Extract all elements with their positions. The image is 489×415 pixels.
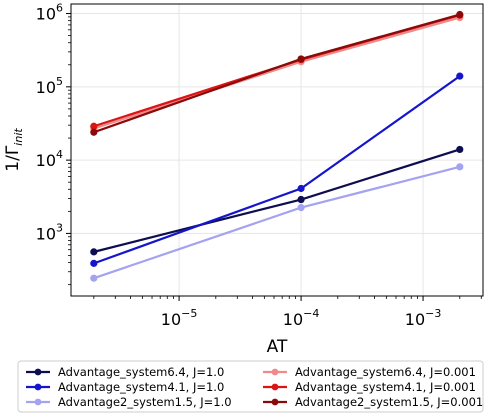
x-tick-exp: −4	[303, 307, 319, 320]
y-tick-base: 10	[36, 224, 56, 243]
legend: Advantage_system6.4, J=1.0 Advantage_syst…	[17, 360, 484, 413]
data-point	[456, 163, 464, 171]
x-ticks: 10−5 10−4 10−3	[93, 296, 482, 329]
legend-swatch-marker	[34, 398, 42, 406]
data-point	[90, 259, 98, 267]
legend-item: Advantage_system6.4, J=0.001	[263, 365, 476, 379]
legend-item: Advantage_system6.4, J=1.0	[26, 365, 224, 379]
legend-item: Advantage_system4.1, J=0.001	[263, 380, 476, 394]
grid	[71, 4, 483, 296]
y-tick-label: 103	[36, 221, 63, 243]
legend-label: Advantage2_system1.5, J=1.0	[58, 395, 232, 409]
legend-item: Advantage2_system1.5, J=0.001	[263, 395, 483, 409]
series-line	[93, 75, 461, 265]
series	[90, 163, 464, 282]
x-tick-label: 10−4	[283, 307, 320, 329]
plot-frame	[70, 3, 484, 297]
legend-swatch-marker	[34, 383, 42, 391]
y-axis-label-main: 1/Γ	[3, 145, 23, 172]
series-line	[93, 165, 461, 280]
legend-item: Advantage2_system1.5, J=1.0	[26, 395, 232, 409]
x-tick-label: 10−5	[161, 307, 198, 329]
y-tick-base: 10	[36, 151, 56, 170]
legend-label: Advantage_system6.4, J=1.0	[58, 365, 224, 379]
data-point	[90, 248, 98, 256]
series	[90, 72, 464, 267]
data-point	[456, 10, 464, 19]
legend-swatch-marker	[34, 368, 42, 376]
data-point	[297, 204, 305, 212]
series-line	[93, 148, 461, 253]
x-tick-base: 10	[161, 310, 181, 329]
legend-item: Advantage_system4.1, J=1.0	[26, 380, 224, 394]
x-axis-label: AT	[267, 337, 288, 357]
y-tick-exp: 6	[56, 2, 63, 15]
y-tick-label: 104	[36, 148, 63, 170]
legend-label: Advantage_system4.1, J=1.0	[58, 380, 224, 394]
legend-label: Advantage2_system1.5, J=0.001	[295, 395, 483, 409]
legend-frame	[17, 360, 484, 413]
legend-entries: Advantage_system6.4, J=1.0 Advantage_syst…	[26, 365, 483, 409]
series-lines	[90, 10, 464, 282]
x-tick-base: 10	[283, 310, 303, 329]
legend-label: Advantage_system4.1, J=0.001	[295, 380, 476, 394]
y-tick-base: 10	[36, 78, 56, 97]
y-axis-label: 1/Γinit	[3, 128, 25, 172]
y-tick-exp: 4	[56, 148, 63, 161]
series	[90, 10, 464, 136]
y-tick-exp: 5	[56, 75, 63, 88]
data-point	[456, 145, 464, 154]
data-point	[90, 274, 98, 282]
data-point	[456, 72, 464, 80]
data-point	[297, 195, 305, 204]
y-tick-base: 10	[36, 5, 56, 24]
data-point	[90, 122, 98, 130]
series	[90, 145, 464, 256]
legend-swatch-marker	[271, 368, 279, 376]
legend-label: Advantage_system6.4, J=0.001	[295, 365, 476, 379]
y-tick-label: 106	[36, 2, 63, 24]
legend-swatch-marker	[271, 383, 279, 391]
x-tick-exp: −3	[425, 307, 441, 320]
y-tick-exp: 3	[56, 221, 63, 234]
data-point	[90, 128, 98, 136]
x-tick-label: 10−3	[405, 307, 442, 329]
data-point	[297, 184, 305, 193]
x-tick-base: 10	[405, 310, 425, 329]
y-tick-label: 105	[36, 75, 63, 97]
data-point	[297, 55, 305, 63]
legend-swatch-marker	[271, 398, 279, 406]
y-axis-label-sub: init	[12, 128, 25, 146]
x-tick-exp: −5	[181, 307, 197, 320]
